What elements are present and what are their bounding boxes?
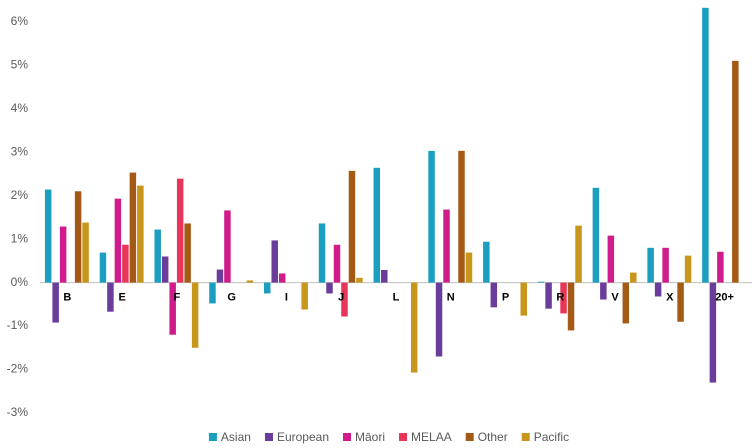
bar (114, 198, 122, 283)
bar (662, 247, 669, 283)
legend-label: MELAA (411, 430, 452, 444)
legend-swatch (264, 433, 273, 441)
bar (169, 282, 176, 335)
bar (567, 282, 575, 331)
bar (520, 282, 527, 316)
x-tick-label: V (611, 291, 619, 303)
bar (630, 272, 637, 283)
y-tick-label: 5% (11, 57, 29, 71)
bar (373, 167, 381, 283)
bar (74, 191, 82, 283)
bar (709, 282, 717, 383)
y-tick-label: 1% (11, 231, 29, 245)
legend-swatch (465, 433, 474, 441)
y-tick-label: -2% (7, 362, 29, 376)
bar (341, 282, 348, 317)
bar (99, 252, 107, 283)
bar (216, 269, 224, 283)
bar (490, 282, 498, 308)
bar (622, 282, 630, 324)
bar (732, 60, 739, 283)
y-tick-label: 6% (11, 14, 29, 28)
legend-label: Asian (221, 430, 251, 444)
legend-label: Māori (355, 430, 385, 444)
bar (224, 210, 231, 283)
bar (600, 282, 607, 300)
y-tick-label: -3% (7, 405, 29, 419)
bar (184, 223, 191, 283)
bar (333, 244, 341, 283)
bar (191, 282, 199, 348)
bar (246, 280, 254, 283)
bar (647, 247, 654, 283)
legend-label: Pacific (534, 430, 569, 444)
bar (684, 255, 692, 283)
bar (348, 170, 356, 283)
bar (154, 229, 161, 283)
bar (465, 252, 473, 283)
bar (326, 282, 333, 294)
bar (575, 225, 582, 283)
bar (410, 282, 418, 373)
x-tick-label: R (556, 291, 564, 303)
bar (483, 241, 490, 283)
bar (52, 282, 59, 323)
bar (59, 226, 67, 283)
bar (381, 269, 388, 283)
bar (458, 150, 465, 283)
legend-swatch (399, 433, 408, 441)
bar (537, 281, 545, 283)
x-tick-label: J (338, 291, 344, 303)
bar (607, 235, 615, 283)
y-tick-label: 3% (11, 144, 29, 158)
y-tick-label: 0% (11, 275, 29, 289)
bar (318, 223, 326, 283)
legend-swatch (208, 433, 217, 441)
x-tick-label: N (447, 291, 455, 303)
x-tick-label: P (502, 291, 509, 303)
bar (545, 282, 552, 309)
bar (161, 256, 169, 283)
legend-swatch (343, 433, 352, 441)
x-tick-label: I (285, 291, 288, 303)
bar (278, 273, 286, 283)
bar (44, 189, 52, 283)
bar (356, 277, 363, 283)
bar (271, 240, 278, 283)
bar (654, 282, 662, 297)
bar (176, 178, 184, 283)
bar (107, 282, 114, 312)
bar (435, 282, 443, 357)
x-tick-label: B (63, 291, 71, 303)
x-tick-label: 20+ (715, 291, 734, 303)
bar (209, 282, 216, 304)
x-tick-label: E (118, 291, 125, 303)
x-tick-label: X (666, 291, 674, 303)
y-tick-label: 2% (11, 188, 29, 202)
y-tick-label: -1% (7, 318, 29, 332)
bar (122, 244, 129, 283)
bar (702, 7, 709, 283)
bar (137, 185, 144, 283)
bar (264, 282, 271, 294)
bar (129, 172, 137, 283)
bar (443, 209, 450, 283)
bar (428, 150, 435, 283)
x-tick-label: L (393, 291, 400, 303)
bar (717, 251, 724, 283)
bar (677, 282, 684, 322)
x-tick-label: G (227, 291, 236, 303)
legend-label: Other (478, 430, 508, 444)
bar (82, 222, 89, 283)
x-tick-label: F (174, 291, 181, 303)
legend-label: European (277, 430, 329, 444)
bar (560, 282, 567, 314)
legend-swatch (521, 433, 530, 441)
bar (301, 282, 308, 310)
y-tick-label: 4% (11, 101, 29, 115)
bar (592, 187, 600, 283)
